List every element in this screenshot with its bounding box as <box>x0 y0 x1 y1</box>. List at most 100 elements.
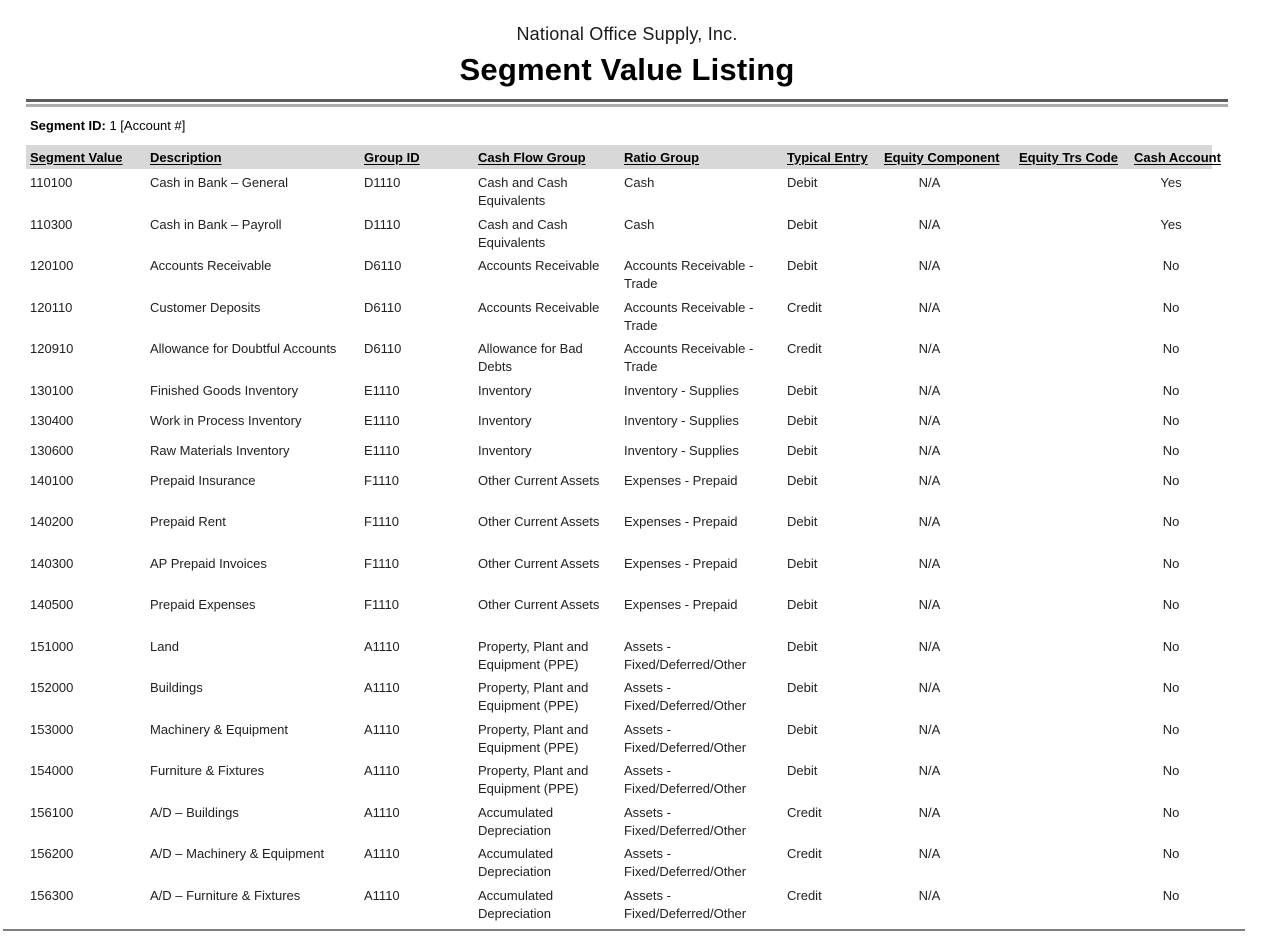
cell: No <box>1162 680 1180 695</box>
cell: No <box>1162 299 1180 315</box>
cell: E1110 <box>364 442 400 458</box>
segment-id-label: Segment ID: <box>30 118 106 133</box>
cell: Property, Plant and Equipment (PPE) <box>478 721 589 755</box>
cell: Accounts Receivable <box>478 258 600 273</box>
cell: No <box>1162 472 1180 488</box>
cell: F1110 <box>364 514 399 529</box>
column-header: Group ID <box>364 149 420 165</box>
segment-id-value: 1 [Account #] <box>109 118 186 133</box>
cell: 140100 <box>30 472 74 488</box>
cell: Cash in Bank – Payroll <box>150 216 282 232</box>
cell: Cash in Bank – General <box>150 175 289 190</box>
cell: 130600 <box>30 442 74 458</box>
cell: F1110 <box>364 555 399 571</box>
cell: Credit <box>787 887 822 903</box>
cell: Property, Plant and Equipment (PPE) <box>478 680 589 713</box>
table-row: 152000 Buildings A1110 Property, Plant and … <box>26 674 1212 716</box>
cell: Land <box>150 638 179 654</box>
cell: D6110 <box>364 258 402 273</box>
cell: A/D – Machinery & Equipment <box>150 846 325 861</box>
table-row: 120910 Allowance for Doubtful Accounts D61… <box>26 335 1212 377</box>
cell: Other Current Assets <box>478 597 600 612</box>
cell: 130100 <box>30 382 74 398</box>
cell: Property, Plant and Equipment (PPE) <box>478 638 589 672</box>
cell: E1110 <box>364 382 400 398</box>
cell: Credit <box>787 341 822 356</box>
cell: No <box>1162 721 1180 737</box>
cell: N/A <box>918 412 941 428</box>
cell: N/A <box>918 763 941 778</box>
column-header: Segment Value <box>30 149 123 165</box>
cell: E1110 <box>364 412 400 428</box>
table-row: 140300 AP Prepaid Invoices F1110 Other Curr… <box>26 550 1212 592</box>
cell: N/A <box>918 216 941 232</box>
cell: Accumulated Depreciation <box>478 887 554 921</box>
cell: Allowance for Doubtful Accounts <box>150 341 337 356</box>
column-header: Equity Trs Code <box>1019 149 1118 165</box>
cell: No <box>1162 514 1180 529</box>
cell: Expenses - Prepaid <box>624 597 738 612</box>
cell: Inventory <box>478 382 532 398</box>
cell: N/A <box>918 846 941 861</box>
table-row: 156300 A/D – Furniture & Fixtures A1110 Acc… <box>26 882 1212 924</box>
table-header-row: Segment Value Description Group ID Cash Flo… <box>26 145 1221 169</box>
cell: Debit <box>787 597 818 612</box>
table-row: 110100 Cash in Bank – General D1110 Cash an… <box>26 169 1212 211</box>
table-row: 140500 Prepaid Expenses F1110 Other Current… <box>26 591 1212 633</box>
cell: Finished Goods Inventory <box>150 382 299 398</box>
cell: 130400 <box>30 412 74 428</box>
cell: Debit <box>787 514 818 529</box>
cell: Prepaid Insurance <box>150 472 256 488</box>
cell: Work in Process Inventory <box>150 412 302 428</box>
table-row: 156100 A/D – Buildings A1110 Accumulated De… <box>26 799 1212 841</box>
cell: N/A <box>918 175 941 190</box>
cell: Debit <box>787 412 818 428</box>
cell: N/A <box>918 514 941 529</box>
cell: No <box>1162 258 1180 273</box>
cell: Accumulated Depreciation <box>478 804 554 838</box>
cell: Cash <box>624 216 655 232</box>
table-body: 110100 Cash in Bank – General D1110 Cash an… <box>26 169 1212 923</box>
table-row: 154000 Furniture & Fixtures A1110 Property,… <box>26 757 1212 799</box>
cell: A1110 <box>364 763 400 778</box>
cell: Accounts Receivable - Trade <box>624 258 754 291</box>
cell: Yes <box>1160 216 1182 232</box>
cell: No <box>1162 804 1180 820</box>
cell: N/A <box>918 472 941 488</box>
cell: 110100 <box>30 175 73 190</box>
cell: Debit <box>787 555 818 571</box>
cell: A1110 <box>364 887 400 903</box>
cell: N/A <box>918 804 941 820</box>
cell: D6110 <box>364 299 402 315</box>
header-divider <box>26 99 1228 107</box>
cell: Cash and Cash Equivalents <box>478 175 568 208</box>
column-header: Typical Entry <box>787 149 868 165</box>
column-header: Ratio Group <box>624 149 700 165</box>
cell: N/A <box>918 258 941 273</box>
cell: Accumulated Depreciation <box>478 846 554 879</box>
cell: No <box>1162 341 1180 356</box>
cell: Yes <box>1160 175 1182 190</box>
cell: N/A <box>918 597 941 612</box>
cell: Buildings <box>150 680 203 695</box>
cell: Other Current Assets <box>478 514 600 529</box>
cell: Assets - Fixed/Deferred/Other <box>624 763 747 796</box>
cell: 120100 <box>30 258 74 273</box>
segment-id-line: Segment ID: 1 [Account #] <box>30 118 185 133</box>
cell: Assets - Fixed/Deferred/Other <box>624 846 747 879</box>
cell: Customer Deposits <box>150 299 261 315</box>
cell: Inventory - Supplies <box>624 442 739 458</box>
cell: Prepaid Rent <box>150 514 226 529</box>
report-header: National Office Supply, Inc. Segment Val… <box>26 24 1228 88</box>
cell: No <box>1162 638 1180 654</box>
cell: 140300 <box>30 555 74 571</box>
table-row: 110300 Cash in Bank – Payroll D1110 Cash an… <box>26 211 1212 253</box>
cell: Assets - Fixed/Deferred/Other <box>624 680 747 713</box>
cell: Accounts Receivable - Trade <box>624 341 754 374</box>
cell: Prepaid Expenses <box>150 597 256 612</box>
cell: Other Current Assets <box>478 555 600 571</box>
cell: N/A <box>918 721 941 737</box>
cell: No <box>1162 555 1180 571</box>
cell: Debit <box>787 638 818 654</box>
cell: Accounts Receivable - Trade <box>624 299 754 333</box>
